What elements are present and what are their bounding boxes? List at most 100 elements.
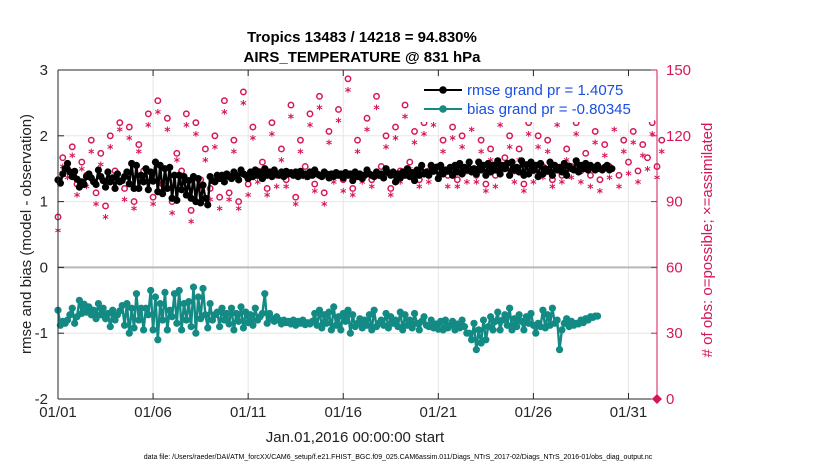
obs-possible-point xyxy=(87,136,95,144)
obs-possible-point xyxy=(515,145,523,153)
bias-point xyxy=(472,346,480,354)
rmse-point xyxy=(506,171,514,179)
obs-assimilated-point: * xyxy=(316,102,323,116)
bias-point xyxy=(258,309,267,318)
obs-assimilated-point: * xyxy=(188,217,195,231)
rmse-point xyxy=(391,178,400,186)
obs-possible-point xyxy=(182,110,190,118)
legend-box xyxy=(420,78,654,122)
obs-possible-point xyxy=(482,180,490,188)
obs-possible-point xyxy=(373,92,380,100)
rmse-point xyxy=(349,176,357,185)
obs-assimilated-point: * xyxy=(568,173,575,187)
obs-assimilated-point: * xyxy=(587,181,594,195)
obs-assimilated-point: * xyxy=(278,155,285,169)
bias-point xyxy=(263,319,271,327)
obs-assimilated-point: * xyxy=(630,138,637,152)
obs-possible-point xyxy=(149,193,157,201)
obs-possible-point xyxy=(458,132,466,140)
obs-possible-point xyxy=(211,132,219,140)
obs-assimilated-point: * xyxy=(416,181,423,195)
obs-possible-point xyxy=(125,123,133,131)
rmse-point xyxy=(548,171,557,179)
right-axis-zero-marker xyxy=(652,394,662,404)
bias-point xyxy=(204,324,212,332)
bias-point xyxy=(410,309,419,318)
obs-assimilated-point: * xyxy=(392,133,399,147)
obs-assimilated-point: * xyxy=(221,107,228,121)
x-tick-label: 01/21 xyxy=(420,404,458,421)
obs-assimilated-point: * xyxy=(388,190,395,204)
obs-possible-point xyxy=(439,136,447,144)
obs-possible-point xyxy=(620,136,628,144)
obs-assimilated-point: * xyxy=(193,129,200,143)
obs-possible-point xyxy=(615,171,623,179)
obs-possible-point xyxy=(192,119,200,127)
bias-point xyxy=(123,299,131,308)
obs-possible-point xyxy=(268,119,276,127)
rmse-point xyxy=(201,194,209,202)
obs-possible-point xyxy=(501,154,509,162)
obs-assimilated-point: * xyxy=(478,146,485,160)
bias-point xyxy=(199,284,207,293)
obs-possible-point xyxy=(68,143,76,151)
rmse-point xyxy=(56,179,64,187)
obs-possible-point xyxy=(301,163,309,170)
data-file-footer: data file: /Users/raeder/DAI/ATM_forcXX/… xyxy=(144,454,653,461)
bias-point xyxy=(185,298,193,306)
obs-assimilated-point: * xyxy=(597,186,604,200)
obs-assimilated-point: * xyxy=(492,181,499,195)
x-tick-label: 01/01 xyxy=(39,404,77,421)
rmse-point xyxy=(410,176,419,185)
rmse-point xyxy=(132,161,141,170)
bias-point xyxy=(467,336,476,344)
obs-assimilated-point: * xyxy=(454,181,461,195)
obs-assimilated-point: * xyxy=(321,199,328,213)
bias-point xyxy=(370,306,378,314)
bias-point xyxy=(365,311,373,319)
obs-assimilated-point: * xyxy=(621,146,628,160)
obs-assimilated-point: * xyxy=(312,186,319,200)
legend-rmse-marker xyxy=(439,86,447,94)
rmse-point xyxy=(235,176,243,184)
rmse-point xyxy=(166,163,174,171)
obs-possible-point xyxy=(634,167,642,175)
bias-series xyxy=(54,283,602,354)
bias-point xyxy=(173,319,181,327)
rmse-point xyxy=(425,171,433,179)
obs-possible-point xyxy=(230,136,238,144)
bias-point xyxy=(406,316,414,324)
obs-assimilated-point: * xyxy=(640,151,647,165)
bias-point xyxy=(223,309,231,318)
obs-assimilated-point: * xyxy=(606,173,613,187)
obs-assimilated-point: * xyxy=(302,173,309,187)
bias-point xyxy=(548,304,557,312)
rmse-point xyxy=(125,180,133,188)
bias-point xyxy=(154,336,162,344)
obs-assimilated-point: * xyxy=(359,177,366,191)
bias-point xyxy=(142,304,150,312)
obs-assimilated-point: * xyxy=(326,138,333,152)
y-left-tick-label: 1 xyxy=(40,194,48,211)
bias-point xyxy=(491,317,499,325)
bias-point xyxy=(593,312,602,320)
obs-possible-point xyxy=(306,110,314,118)
legend-bias-marker xyxy=(439,105,447,113)
bias-point xyxy=(408,324,416,332)
bias-point xyxy=(494,308,502,316)
bias-point xyxy=(325,308,333,316)
bias-point xyxy=(327,326,335,334)
bias-point xyxy=(71,319,79,327)
obs-assimilated-point: * xyxy=(240,98,247,112)
obs-assimilated-point: * xyxy=(107,142,114,156)
bias-point xyxy=(344,306,352,314)
bias-point xyxy=(128,304,136,312)
obs-assimilated-point: * xyxy=(74,190,81,204)
bias-point xyxy=(220,316,228,324)
bias-point xyxy=(520,326,528,334)
obs-possible-point xyxy=(297,136,304,144)
bias-point xyxy=(384,324,393,332)
bias-point xyxy=(315,306,324,314)
obs-possible-point xyxy=(225,189,233,197)
y-right-tick-label: 60 xyxy=(666,259,683,276)
